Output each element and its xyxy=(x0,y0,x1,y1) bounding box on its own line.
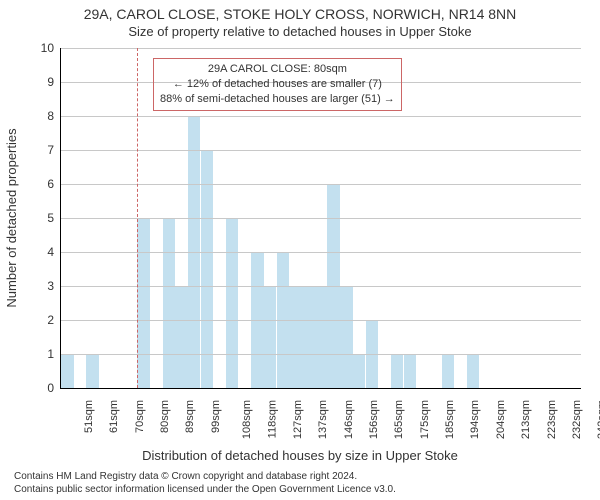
x-tick-label: 51sqm xyxy=(83,400,95,433)
x-tick-label: 232sqm xyxy=(571,400,583,439)
y-tick-label: 3 xyxy=(47,279,54,293)
gridline xyxy=(61,286,581,287)
chart-container: 29A, CAROL CLOSE, STOKE HOLY CROSS, NORW… xyxy=(0,0,600,500)
y-tick-label: 10 xyxy=(41,41,54,55)
histogram-bar xyxy=(264,286,276,388)
callout-line3: 88% of semi-detached houses are larger (… xyxy=(160,92,395,107)
footer-attribution: Contains HM Land Registry data © Crown c… xyxy=(14,470,396,496)
callout-line1: 29A CAROL CLOSE: 80sqm xyxy=(160,62,395,77)
x-axis-label: Distribution of detached houses by size … xyxy=(0,448,600,463)
x-tick-label: 70sqm xyxy=(134,400,146,433)
gridline xyxy=(61,320,581,321)
x-tick-label: 137sqm xyxy=(317,400,329,439)
x-tick-label: 165sqm xyxy=(394,400,406,439)
gridline xyxy=(61,116,581,117)
x-tick-label: 99sqm xyxy=(210,400,222,433)
y-tick-label: 2 xyxy=(47,313,54,327)
gridline xyxy=(61,354,581,355)
x-tick-label: 80sqm xyxy=(159,400,171,433)
reference-line xyxy=(137,48,138,388)
x-tick-label: 146sqm xyxy=(343,400,355,439)
gridline xyxy=(61,48,581,49)
y-axis-label: Number of detached properties xyxy=(4,39,19,218)
x-tick-label: 175sqm xyxy=(419,400,431,439)
y-tick-label: 1 xyxy=(47,347,54,361)
x-tick-label: 156sqm xyxy=(368,400,380,439)
callout-box: 29A CAROL CLOSE: 80sqm← 12% of detached … xyxy=(153,58,402,111)
gridline xyxy=(61,184,581,185)
histogram-bar xyxy=(404,354,416,388)
gridline xyxy=(61,218,581,219)
x-tick-label: 108sqm xyxy=(241,400,253,439)
plot-area: 29A CAROL CLOSE: 80sqm← 12% of detached … xyxy=(60,48,581,389)
histogram-bar xyxy=(86,354,98,388)
histogram-bar xyxy=(175,286,187,388)
x-tick-label: 213sqm xyxy=(520,400,532,439)
y-tick-label: 9 xyxy=(47,75,54,89)
x-tick-label: 194sqm xyxy=(470,400,482,439)
x-tick-label: 204sqm xyxy=(495,400,507,439)
histogram-bar xyxy=(61,354,73,388)
x-tick-label: 61sqm xyxy=(108,400,120,433)
y-tick-label: 8 xyxy=(47,109,54,123)
histogram-bar xyxy=(226,218,238,388)
gridline xyxy=(61,252,581,253)
footer-line1: Contains HM Land Registry data © Crown c… xyxy=(14,470,396,483)
footer-line2: Contains public sector information licen… xyxy=(14,483,396,496)
y-tick-label: 0 xyxy=(47,381,54,395)
chart-title-line1: 29A, CAROL CLOSE, STOKE HOLY CROSS, NORW… xyxy=(0,6,600,22)
x-tick-label: 118sqm xyxy=(266,400,278,438)
x-tick-label: 127sqm xyxy=(292,400,304,439)
gridline xyxy=(61,150,581,151)
x-tick-label: 185sqm xyxy=(444,400,456,439)
x-tick-label: 242sqm xyxy=(596,400,600,439)
histogram-bar xyxy=(289,286,301,388)
histogram-bar xyxy=(391,354,403,388)
y-tick-label: 6 xyxy=(47,177,54,191)
y-tick-label: 4 xyxy=(47,245,54,259)
histogram-bar xyxy=(137,218,149,388)
histogram-bar xyxy=(467,354,479,388)
x-tick-label: 223sqm xyxy=(546,400,558,439)
chart-title-line2: Size of property relative to detached ho… xyxy=(0,24,600,39)
y-tick-label: 7 xyxy=(47,143,54,157)
histogram-bar xyxy=(302,286,314,388)
histogram-bar xyxy=(353,354,365,388)
histogram-bar xyxy=(442,354,454,388)
histogram-bar xyxy=(163,218,175,388)
histogram-bar xyxy=(201,150,213,388)
histogram-bar xyxy=(340,286,352,388)
callout-line2: ← 12% of detached houses are smaller (7) xyxy=(160,77,395,92)
histogram-bar xyxy=(315,286,327,388)
x-tick-label: 89sqm xyxy=(184,400,196,433)
y-tick-label: 5 xyxy=(47,211,54,225)
